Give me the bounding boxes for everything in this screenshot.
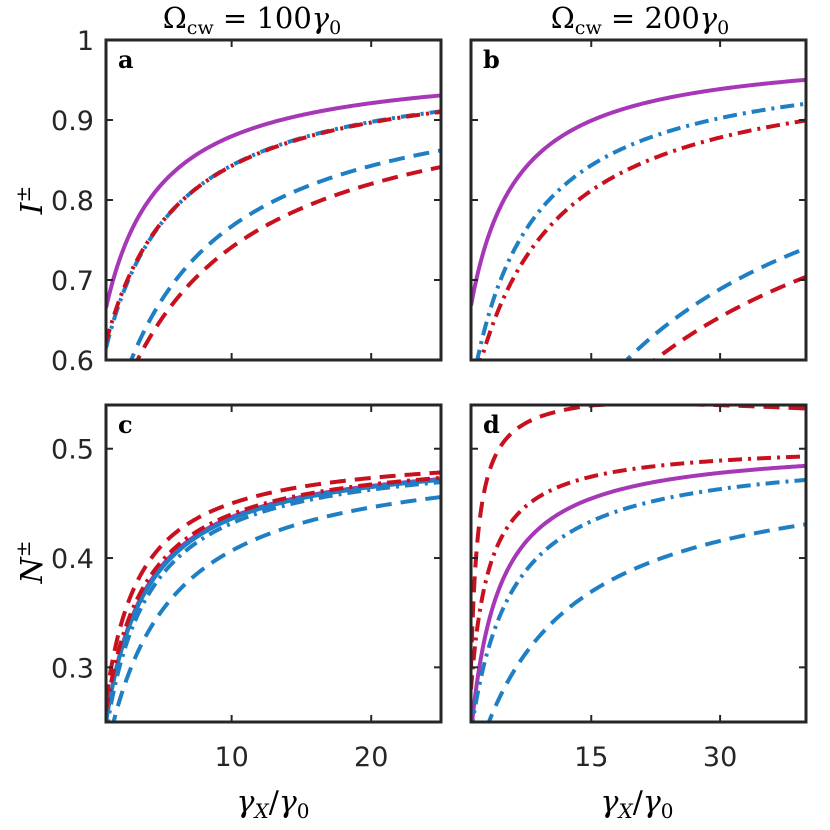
panel-b: b — [469, 38, 808, 362]
y-tick-label: 0.5 — [51, 435, 94, 466]
plot-frame — [469, 38, 808, 362]
x-tick-label: 15 — [574, 742, 608, 773]
series-red-dashed — [471, 405, 806, 668]
series-red-dashdot — [106, 109, 441, 343]
series-blue-dashed — [111, 495, 441, 722]
panel-label: b — [483, 45, 500, 74]
y-tick-label: 0.4 — [51, 544, 94, 575]
y-tick-label: 0.9 — [51, 106, 94, 137]
xlabel-right: γX/γ0 — [601, 785, 674, 823]
series-red-dashdot — [106, 475, 441, 712]
y-tick-label: 0.8 — [51, 186, 94, 217]
series-blue-dashed — [486, 522, 806, 722]
column-title-2: Ωcw = 200γ0 — [551, 1, 729, 39]
series-red-dashed — [106, 470, 441, 701]
series-purple-solid — [106, 477, 441, 722]
series-blue-dashed — [623, 246, 806, 360]
series-group — [106, 93, 441, 360]
series-group — [471, 405, 806, 722]
panel-label: a — [118, 45, 134, 74]
series-red-dashed — [651, 274, 806, 360]
xlabel-left: γX/γ0 — [237, 785, 310, 823]
column-title-1: Ωcw = 100γ0 — [163, 1, 341, 39]
plot-frame — [104, 403, 443, 724]
series-group — [106, 470, 441, 722]
plot-frame — [104, 38, 443, 362]
series-purple-solid — [106, 93, 441, 309]
series-blue-dashed — [129, 148, 441, 360]
plot-frame — [469, 403, 808, 724]
y-tick-label: 0.3 — [51, 653, 94, 684]
series-red-dashdot — [471, 454, 806, 690]
series-blue-dashdot — [471, 477, 806, 722]
x-tick-label: 20 — [354, 742, 388, 773]
panel-label: d — [483, 410, 500, 439]
series-blue-dashdot — [106, 480, 441, 722]
x-tick-label: 10 — [214, 742, 248, 773]
y-tick-label: 1 — [77, 26, 94, 57]
series-purple-solid — [471, 77, 806, 306]
ylabel-top: I± — [11, 186, 50, 216]
x-tick-label: 30 — [703, 742, 737, 773]
series-red-dashed — [135, 165, 441, 360]
series-group — [471, 77, 806, 360]
y-tick-label: 0.7 — [51, 266, 94, 297]
ylabel-bottom: N± — [11, 540, 50, 584]
panel-a: 0.6 0.7 0.8 0.9 1a — [51, 26, 443, 377]
series-red-dashdot — [479, 118, 806, 360]
series-blue-dashdot — [475, 101, 806, 360]
panel-d: 15 30 d — [469, 403, 808, 773]
y-tick-label: 0.6 — [51, 346, 94, 377]
panel-c: 10 20 0.3 0.4 0.5 c — [51, 403, 443, 773]
panel-label: c — [118, 410, 133, 439]
series-purple-solid — [471, 463, 806, 722]
series-blue-solid — [106, 477, 441, 722]
